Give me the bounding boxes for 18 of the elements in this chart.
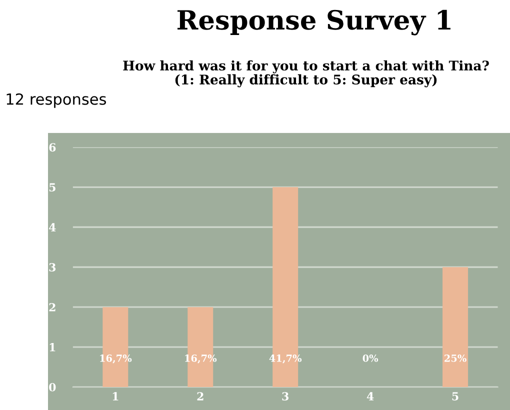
y-tick-label: 5 [49, 183, 56, 192]
x-tick-label: 4 [366, 392, 374, 400]
annotation: 0% [362, 354, 378, 362]
bar [442, 267, 468, 388]
x-tick-label: 2 [197, 392, 204, 400]
chart-subtitle: How hard was it for you to start a chat with Tina? (1: Really difficult to 5: Super easy) [123, 60, 489, 88]
x-tick-label: 3 [282, 392, 288, 400]
y-tick-label: 3 [49, 263, 56, 272]
y-tick-label: 1 [50, 343, 56, 352]
y-tick-label: 0 [49, 383, 56, 392]
y-tick-label: 2 [49, 303, 56, 312]
text: 12 responses [6, 93, 106, 108]
y-tick-label: 6 [49, 143, 56, 152]
y-tick-label: 4 [48, 223, 56, 232]
x-tick-label: 1 [112, 392, 118, 400]
x-tick-label: 5 [452, 392, 458, 400]
annotation: 25% [444, 354, 466, 362]
chart-title: Response Survey 1 [178, 10, 450, 36]
